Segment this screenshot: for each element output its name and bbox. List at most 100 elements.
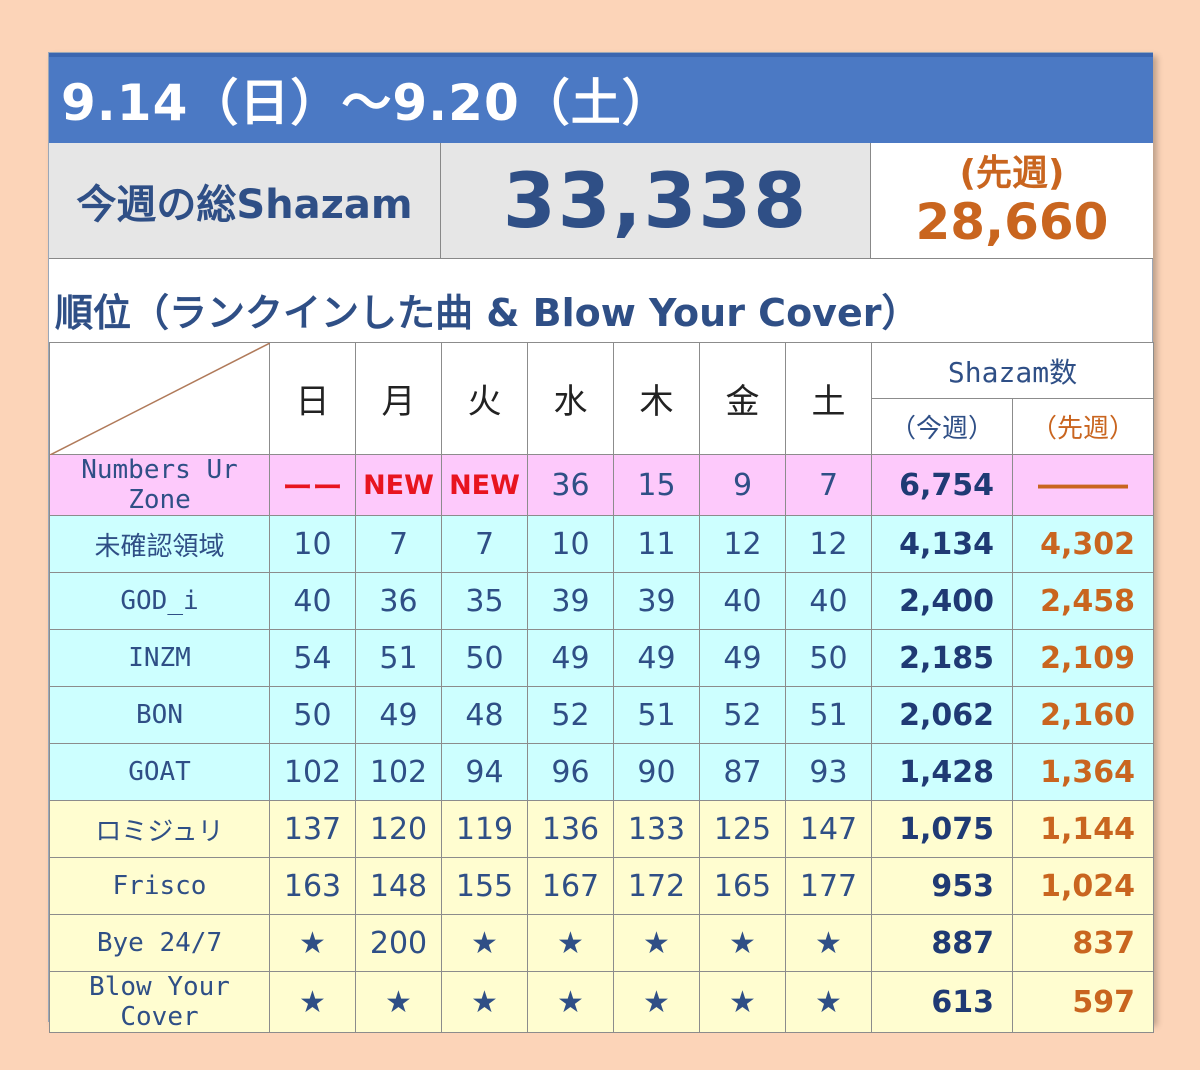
song-name: Frisco: [49, 857, 270, 915]
this-week-shazam: 4,134: [871, 515, 1013, 573]
daily-rank-cell: 48: [441, 686, 528, 744]
daily-rank-cell: 40: [785, 572, 872, 630]
daily-rank-cell: 9: [699, 454, 786, 516]
last-week-shazam: 1,144: [1012, 800, 1154, 858]
table-row: Bye 24/7 ★ 200 ★ ★ ★ ★ ★ 887 837: [49, 914, 1154, 972]
daily-rank-cell: 119: [441, 800, 528, 858]
title-bar: 9.14（日）〜9.20（土）: [49, 53, 1153, 143]
day-header-fri: 金: [699, 342, 786, 455]
daily-rank-cell: 136: [527, 800, 614, 858]
song-name: Blow Your Cover: [49, 971, 270, 1033]
song-name: INZM: [49, 629, 270, 687]
total-shazam-value: 33,338: [441, 143, 871, 259]
daily-rank-cell: 125: [699, 800, 786, 858]
table-row: INZM 54 51 50 49 49 49 50 2,185 2,109: [49, 629, 1154, 687]
total-shazam-label: 今週の総Shazam: [49, 143, 441, 259]
day-header-tue: 火: [441, 342, 528, 455]
daily-rank-cell: 15: [613, 454, 700, 516]
ranking-table: 日 月 火 水 木 金 土 Shazam数 （今週） （先週） Numbers …: [49, 342, 1154, 1033]
song-name: 未確認領域: [49, 515, 270, 573]
daily-rank-cell: 87: [699, 743, 786, 801]
daily-rank-cell: 49: [699, 629, 786, 687]
song-name: Bye 24/7: [49, 914, 270, 972]
daily-rank-cell: 7: [441, 515, 528, 573]
daily-rank-cell: 11: [613, 515, 700, 573]
table-row: Frisco 163 148 155 167 172 165 177 953 1,024: [49, 857, 1154, 915]
daily-rank-cell: ★: [269, 971, 356, 1033]
day-header-sun: 日: [269, 342, 356, 455]
daily-rank-cell: 163: [269, 857, 356, 915]
daily-rank-cell: 120: [355, 800, 442, 858]
daily-rank-cell: ★: [269, 914, 356, 972]
daily-rank-cell: NEW: [355, 454, 442, 516]
ranking-sheet: 9.14（日）〜9.20（土） 今週の総Shazam 33,338 (先週) 2…: [48, 52, 1154, 1033]
daily-rank-cell: 93: [785, 743, 872, 801]
this-week-shazam: 6,754: [871, 454, 1013, 516]
last-week-shazam: 2,458: [1012, 572, 1154, 630]
date-range-title: 9.14（日）〜9.20（土）: [61, 74, 673, 132]
daily-rank-cell: 155: [441, 857, 528, 915]
daily-rank-cell: 40: [699, 572, 786, 630]
last-week-shazam: 837: [1012, 914, 1154, 972]
daily-rank-cell: 96: [527, 743, 614, 801]
table-row: 未確認領域 10 7 7 10 11 12 12 4,134 4,302: [49, 515, 1154, 573]
song-name: BON: [49, 686, 270, 744]
day-header-thu: 木: [613, 342, 700, 455]
this-week-shazam: 953: [871, 857, 1013, 915]
daily-rank-cell: 10: [269, 515, 356, 573]
daily-rank-cell: ★: [527, 971, 614, 1033]
daily-rank-cell: 102: [355, 743, 442, 801]
table-row: Blow Your Cover ★ ★ ★ ★ ★ ★ ★ 613 597: [49, 971, 1154, 1033]
daily-rank-cell: 52: [699, 686, 786, 744]
daily-rank-cell: 12: [785, 515, 872, 573]
this-week-shazam: 2,062: [871, 686, 1013, 744]
diagonal-line-icon: [50, 343, 270, 455]
daily-rank-cell: 51: [613, 686, 700, 744]
daily-rank-cell: 7: [785, 454, 872, 516]
this-week-shazam: 613: [871, 971, 1013, 1033]
daily-rank-cell: ★: [785, 914, 872, 972]
song-name: Numbers Ur Zone: [49, 454, 270, 516]
previous-week-label: (先週): [959, 152, 1065, 194]
daily-rank-cell: ★: [785, 971, 872, 1033]
daily-rank-cell: 148: [355, 857, 442, 915]
daily-rank-cell: 137: [269, 800, 356, 858]
daily-rank-cell: 177: [785, 857, 872, 915]
daily-rank-cell: 49: [613, 629, 700, 687]
daily-rank-cell: 36: [527, 454, 614, 516]
daily-rank-cell: ★: [699, 914, 786, 972]
song-name: ロミジュリ: [49, 800, 270, 858]
daily-rank-cell: ★: [613, 971, 700, 1033]
daily-rank-cell: 50: [269, 686, 356, 744]
daily-rank-cell: 172: [613, 857, 700, 915]
day-header-sat: 土: [785, 342, 872, 455]
daily-rank-cell: 40: [269, 572, 356, 630]
ranking-heading: 順位（ランクインした曲 & Blow Your Cover）: [55, 291, 920, 335]
table-row: GOAT 102 102 94 96 90 87 93 1,428 1,364: [49, 743, 1154, 801]
this-week-shazam: 2,400: [871, 572, 1013, 630]
this-week-header: （今週）: [871, 398, 1013, 455]
daily-rank-cell: 94: [441, 743, 528, 801]
last-week-shazam: 2,160: [1012, 686, 1154, 744]
daily-rank-cell: 10: [527, 515, 614, 573]
daily-rank-cell: ★: [527, 914, 614, 972]
daily-rank-cell: ★: [441, 914, 528, 972]
daily-rank-cell: 49: [527, 629, 614, 687]
daily-rank-cell: NEW: [441, 454, 528, 516]
this-week-shazam: 1,428: [871, 743, 1013, 801]
corner-diagonal-cell: [49, 342, 270, 455]
daily-rank-cell: 39: [613, 572, 700, 630]
table-row: Numbers Ur Zone ーー NEW NEW 36 15 9 7 6,754 ―――: [49, 454, 1154, 516]
daily-rank-cell: 147: [785, 800, 872, 858]
last-week-shazam: 4,302: [1012, 515, 1154, 573]
daily-rank-cell: ★: [441, 971, 528, 1033]
song-name: GOD_i: [49, 572, 270, 630]
daily-rank-cell: 133: [613, 800, 700, 858]
table-row: GOD_i 40 36 35 39 39 40 40 2,400 2,458: [49, 572, 1154, 630]
daily-rank-cell: ーー: [269, 454, 356, 516]
daily-rank-cell: 35: [441, 572, 528, 630]
daily-rank-cell: 167: [527, 857, 614, 915]
daily-rank-cell: 200: [355, 914, 442, 972]
last-week-header: （先週）: [1012, 398, 1154, 455]
this-week-shazam: 1,075: [871, 800, 1013, 858]
